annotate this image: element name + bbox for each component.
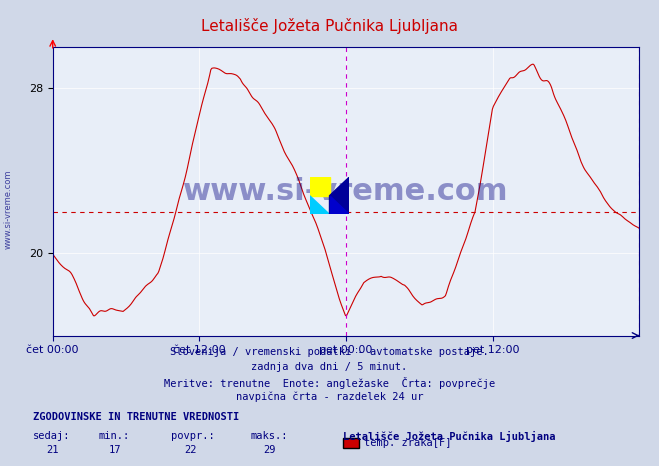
Text: 22: 22 — [185, 445, 197, 455]
Text: sedaj:: sedaj: — [33, 431, 71, 441]
Text: Letališče Jožeta Pučnika Ljubljana: Letališče Jožeta Pučnika Ljubljana — [343, 431, 555, 442]
Text: zadnja dva dni / 5 minut.: zadnja dva dni / 5 minut. — [251, 362, 408, 372]
Text: ZGODOVINSKE IN TRENUTNE VREDNOSTI: ZGODOVINSKE IN TRENUTNE VREDNOSTI — [33, 412, 239, 422]
Polygon shape — [330, 177, 349, 214]
Text: Slovenija / vremenski podatki - avtomatske postaje.: Slovenija / vremenski podatki - avtomats… — [170, 347, 489, 357]
Text: povpr.:: povpr.: — [171, 431, 215, 441]
Text: Letališče Jožeta Pučnika Ljubljana: Letališče Jožeta Pučnika Ljubljana — [201, 18, 458, 34]
Text: 17: 17 — [109, 445, 121, 455]
Text: 29: 29 — [264, 445, 276, 455]
Polygon shape — [310, 196, 330, 214]
Polygon shape — [330, 196, 349, 214]
Text: www.si-vreme.com: www.si-vreme.com — [183, 177, 509, 206]
Bar — [310, 177, 330, 196]
Text: min.:: min.: — [99, 431, 130, 441]
Text: Meritve: trenutne  Enote: angležaske  Črta: povprečje: Meritve: trenutne Enote: angležaske Črta… — [164, 377, 495, 389]
Text: navpična črta - razdelek 24 ur: navpična črta - razdelek 24 ur — [236, 392, 423, 403]
Text: www.si-vreme.com: www.si-vreme.com — [3, 170, 13, 249]
Text: temp. zraka[F]: temp. zraka[F] — [364, 438, 451, 448]
Text: maks.:: maks.: — [250, 431, 288, 441]
Text: 21: 21 — [46, 445, 59, 455]
